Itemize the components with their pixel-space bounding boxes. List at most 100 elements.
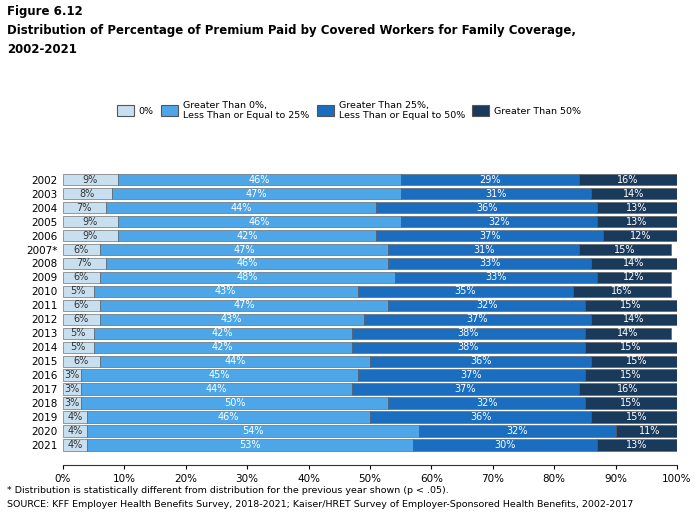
Text: 15%: 15% — [621, 370, 641, 380]
Text: 8%: 8% — [80, 188, 95, 198]
Text: 42%: 42% — [237, 230, 258, 240]
Text: 33%: 33% — [479, 258, 500, 268]
Text: 32%: 32% — [507, 426, 528, 436]
Text: 15%: 15% — [621, 342, 641, 352]
Bar — [63, 328, 94, 339]
Bar — [579, 383, 677, 395]
Text: Figure 6.12: Figure 6.12 — [7, 5, 83, 18]
Bar — [591, 313, 677, 325]
Bar — [94, 342, 352, 353]
Bar — [63, 272, 100, 283]
Text: 15%: 15% — [626, 412, 648, 422]
Text: 47%: 47% — [246, 188, 267, 198]
Text: 13%: 13% — [626, 203, 648, 213]
Bar — [572, 286, 671, 297]
Bar — [63, 202, 106, 213]
Text: 2002-2021: 2002-2021 — [7, 43, 77, 56]
Text: 50%: 50% — [224, 398, 246, 408]
Text: 11%: 11% — [639, 426, 660, 436]
Text: 37%: 37% — [479, 230, 500, 240]
Text: 7%: 7% — [77, 203, 92, 213]
Bar — [585, 300, 677, 311]
Bar — [63, 439, 87, 451]
Bar — [63, 397, 81, 409]
Bar — [63, 355, 100, 367]
Legend: 0%, Greater Than 0%,
Less Than or Equal to 25%, Greater Than 25%,
Less Than or E: 0%, Greater Than 0%, Less Than or Equal … — [117, 101, 581, 120]
Bar — [118, 216, 401, 227]
Bar — [401, 188, 591, 200]
Bar — [81, 397, 388, 409]
Text: 42%: 42% — [211, 342, 233, 352]
Bar — [87, 412, 370, 423]
Text: 37%: 37% — [461, 370, 482, 380]
Text: 48%: 48% — [237, 272, 258, 282]
Text: 16%: 16% — [611, 287, 632, 297]
Bar — [63, 188, 112, 200]
Bar — [357, 286, 572, 297]
Bar — [394, 272, 597, 283]
Text: * Distribution is statistically different from distribution for the previous yea: * Distribution is statistically differen… — [7, 486, 449, 495]
Bar — [401, 216, 597, 227]
Bar — [63, 286, 94, 297]
Bar — [616, 425, 683, 437]
Text: 53%: 53% — [239, 440, 261, 450]
Bar — [81, 383, 352, 395]
Text: 4%: 4% — [68, 412, 83, 422]
Text: 38%: 38% — [457, 342, 479, 352]
Text: 37%: 37% — [454, 384, 476, 394]
Bar — [87, 439, 413, 451]
Bar — [370, 355, 591, 367]
Text: 6%: 6% — [73, 314, 89, 324]
Text: 29%: 29% — [479, 175, 500, 185]
Text: 36%: 36% — [476, 203, 498, 213]
Bar — [63, 412, 87, 423]
Bar — [597, 216, 677, 227]
Bar — [419, 425, 616, 437]
Bar — [603, 230, 677, 242]
Text: 32%: 32% — [476, 300, 498, 310]
Bar — [579, 174, 677, 185]
Bar — [585, 397, 677, 409]
Text: 47%: 47% — [233, 300, 255, 310]
Bar — [112, 188, 401, 200]
Text: 12%: 12% — [623, 272, 645, 282]
Text: 14%: 14% — [623, 188, 645, 198]
Text: 7%: 7% — [77, 258, 92, 268]
Text: 15%: 15% — [614, 245, 636, 255]
Text: 14%: 14% — [617, 328, 639, 338]
Bar — [591, 258, 677, 269]
Bar — [63, 230, 118, 242]
Text: 12%: 12% — [630, 230, 651, 240]
Bar — [388, 244, 579, 255]
Bar — [413, 439, 597, 451]
Text: 35%: 35% — [454, 287, 476, 297]
Text: 4%: 4% — [68, 440, 83, 450]
Bar — [63, 313, 100, 325]
Text: 32%: 32% — [488, 217, 510, 227]
Text: 3%: 3% — [64, 384, 80, 394]
Text: 32%: 32% — [476, 398, 498, 408]
Bar — [63, 383, 81, 395]
Text: 45%: 45% — [209, 370, 230, 380]
Text: 47%: 47% — [233, 245, 255, 255]
Bar — [63, 244, 100, 255]
Bar — [100, 272, 394, 283]
Text: 44%: 44% — [230, 203, 252, 213]
Text: 4%: 4% — [68, 426, 83, 436]
Text: 3%: 3% — [64, 398, 80, 408]
Bar — [597, 202, 677, 213]
Bar — [370, 412, 591, 423]
Bar — [100, 244, 388, 255]
Text: 14%: 14% — [623, 258, 645, 268]
Bar — [94, 328, 352, 339]
Bar — [352, 342, 585, 353]
Bar — [118, 174, 401, 185]
Bar — [100, 300, 388, 311]
Text: 31%: 31% — [473, 245, 494, 255]
Text: 37%: 37% — [467, 314, 488, 324]
Bar — [63, 300, 100, 311]
Bar — [597, 439, 677, 451]
Bar — [106, 202, 376, 213]
Text: 43%: 43% — [221, 314, 242, 324]
Bar — [94, 286, 357, 297]
